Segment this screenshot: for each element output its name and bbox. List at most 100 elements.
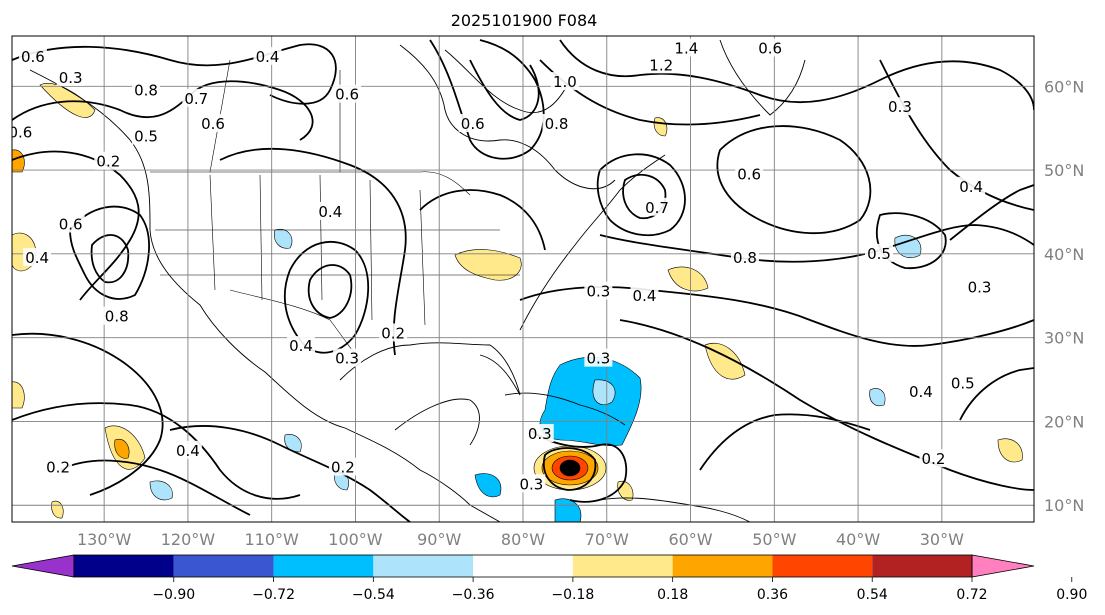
lon-tick-label: 130°W	[77, 530, 132, 549]
contour-label-bg	[23, 248, 52, 267]
contour-label: 0.2	[331, 459, 355, 477]
contour-label: 0.2	[922, 450, 946, 468]
colorbar-segment	[772, 555, 873, 577]
contour-line	[716, 125, 872, 235]
coastline-canada-north	[399, 44, 616, 190]
contour-line	[529, 429, 628, 503]
map-content: 0.6 0.3 0.4 0.8 0.7 0.6 0.6 0.5 0.6 0.2 0.4 0.6 0.4 0…	[8, 36, 1034, 522]
lat-tick-label: 30°N	[1044, 329, 1084, 348]
contour-line	[69, 205, 150, 300]
contour-line	[542, 447, 597, 491]
colorbar-segment	[373, 555, 474, 577]
contour-label: 1.4	[674, 40, 698, 58]
colorbar-segment	[672, 555, 773, 577]
positive-region-atlantic-1	[667, 266, 709, 292]
contour-label: 0.8	[105, 308, 129, 326]
contour-label-bg	[253, 46, 282, 65]
contour-label-bg	[333, 348, 362, 367]
colorbar-high-extend	[971, 554, 1035, 578]
contour-label: 0.6	[335, 86, 359, 104]
contour-label: 0.4	[959, 178, 983, 196]
lon-tick-label: 60°W	[668, 530, 712, 549]
contour-label-bg	[525, 424, 554, 443]
lon-tick-label: 100°W	[328, 530, 383, 549]
contour-label-bg	[630, 285, 659, 304]
contour-label-bg	[865, 243, 894, 262]
coastline-yucatan	[394, 398, 480, 446]
contour-label: 0.6	[21, 48, 45, 66]
contour-label: 0.3	[888, 98, 912, 116]
contour-label: 0.6	[737, 165, 761, 183]
colorbar-segment	[872, 555, 972, 577]
colorbar-tick-label: 0.90	[1056, 587, 1087, 603]
state-line-2	[259, 174, 263, 301]
positive-region-pacific-core	[114, 438, 130, 459]
contour-label-bg	[458, 113, 487, 132]
lon-tick-label: 70°W	[585, 530, 629, 549]
lat-tick-label: 10°N	[1044, 496, 1084, 515]
colorbar-tick-label: −0.18	[551, 587, 594, 603]
contour-label: 0.3	[586, 283, 610, 301]
contour-label-bg	[132, 126, 161, 145]
contour-label: 0.8	[733, 249, 757, 267]
negative-region-south	[554, 498, 582, 522]
contour-label: 0.5	[134, 128, 158, 146]
contour-label-bg	[517, 474, 546, 493]
contour-label: 0.3	[59, 69, 83, 87]
colorbar-tick-label: 0.18	[657, 587, 688, 603]
contour-label-bg	[44, 457, 73, 476]
contour-line	[469, 59, 540, 121]
colorbar-tick-label: 0.54	[857, 587, 888, 603]
contour-label: 0.2	[96, 153, 120, 171]
contour-label: 1.0	[553, 73, 577, 91]
lon-tick-label: 80°W	[501, 530, 545, 549]
state-line-4	[369, 179, 373, 321]
negative-region-pacific-2	[284, 434, 302, 453]
positive-region-alaska	[39, 83, 96, 118]
contour-label: 0.3	[968, 278, 992, 296]
positive-region-atlantic-2	[704, 343, 746, 380]
contour-label-bg	[316, 201, 345, 220]
contour-label: 0.8	[134, 81, 158, 99]
state-line-3	[319, 174, 323, 301]
contour-label-bg	[333, 84, 362, 103]
coastline-atlantic	[519, 154, 666, 331]
contour-label-bg	[287, 336, 316, 355]
lon-tick-label: 40°W	[836, 530, 880, 549]
contour-label-bg	[542, 113, 571, 132]
latitude-tick-labels: 10°N 20°N 30°N 40°N 50°N 60°N	[1044, 77, 1084, 515]
contour-label: 0.3	[586, 350, 610, 368]
contour-label-bg	[56, 67, 85, 86]
contour-line	[959, 367, 1034, 421]
colorbar-segment	[473, 555, 573, 577]
contour-line	[619, 319, 1034, 491]
contour-label: 0.6	[201, 115, 225, 133]
contour-line	[90, 234, 130, 284]
coastline-greenland	[719, 39, 806, 116]
contour-label-bg	[199, 113, 228, 132]
lon-tick-label: 120°W	[161, 530, 216, 549]
contour-label-bg	[906, 382, 935, 401]
lon-tick-label: 50°W	[752, 530, 796, 549]
contour-label-bg	[379, 323, 408, 342]
lat-tick-label: 50°N	[1044, 161, 1084, 180]
contour-label: 0.6	[8, 123, 32, 141]
contour-label: 0.4	[256, 48, 280, 66]
contour-label: 0.8	[545, 115, 569, 133]
contour-label-bg	[102, 306, 131, 325]
lat-tick-label: 40°N	[1044, 245, 1084, 264]
contour-label: 0.3	[519, 475, 543, 493]
contour-label: 0.4	[318, 203, 342, 221]
negative-region-pacific	[149, 480, 173, 501]
coastline-gulf	[339, 342, 521, 396]
contour-label-bg	[328, 457, 357, 476]
contour-label-bg	[756, 38, 785, 57]
contour-label: 0.3	[335, 350, 359, 368]
contour-label: 0.4	[25, 249, 49, 267]
contour-label-bg	[957, 176, 986, 195]
colorbar-segment	[572, 555, 673, 577]
plot-title: 2025101900 F084	[451, 11, 598, 30]
colorbar: −0.90 −0.72 −0.54 −0.36 −0.18 0.18 0.36 0.54 0.7…	[11, 554, 1087, 603]
contour-label: 0.2	[381, 324, 405, 342]
contour-label: 0.4	[289, 337, 313, 355]
